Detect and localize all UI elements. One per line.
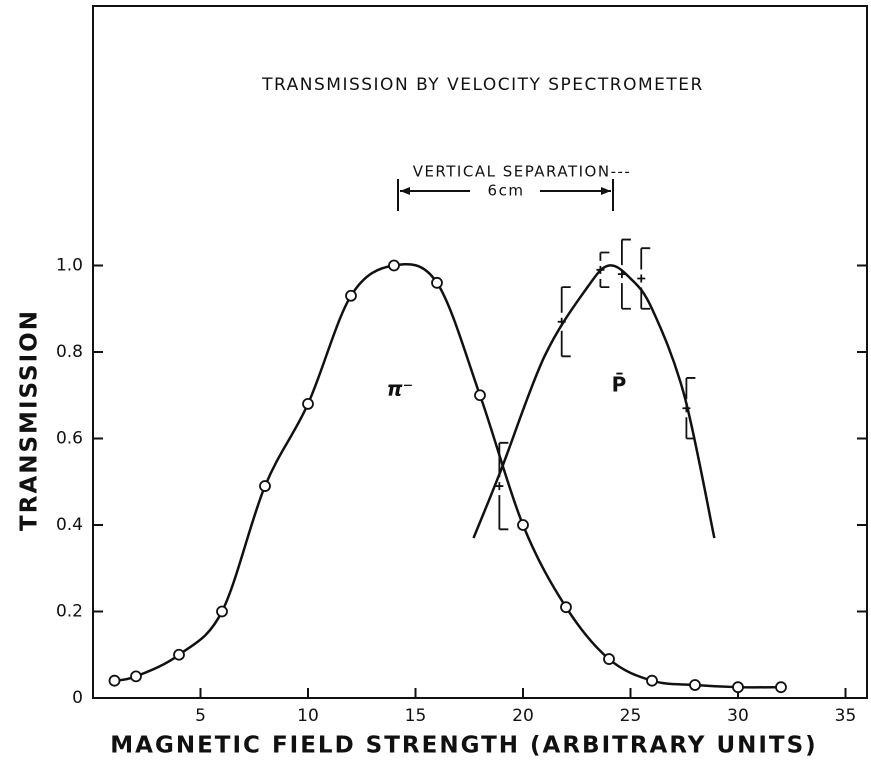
data-point xyxy=(108,674,121,687)
x-tick-label: 15 xyxy=(405,706,427,726)
data-point xyxy=(259,480,271,492)
data-point xyxy=(388,259,400,272)
plot-frame xyxy=(92,5,868,699)
chart-title: TRANSMISSION BY VELOCITY SPECTROMETER xyxy=(261,75,704,95)
y-tick-label: 1.0 xyxy=(56,256,83,276)
x-tick-label: 25 xyxy=(620,706,642,726)
data-point xyxy=(474,389,486,402)
error-bar xyxy=(621,238,631,310)
data-point xyxy=(345,289,357,302)
data-point xyxy=(130,670,142,683)
error-bar xyxy=(599,251,610,289)
data-point xyxy=(646,674,658,687)
y-tick-label: 0.8 xyxy=(56,342,83,362)
x-tick-label: 20 xyxy=(512,706,534,726)
data-point xyxy=(560,601,572,614)
data-point xyxy=(732,681,744,694)
x-tick-label: 5 xyxy=(195,706,206,726)
data-point xyxy=(775,681,787,694)
annotation: π⁻ xyxy=(387,377,413,401)
curve xyxy=(114,262,782,689)
data-point xyxy=(637,274,646,283)
y-tick-label: 0.2 xyxy=(56,602,83,622)
x-tick-label: 30 xyxy=(727,706,749,726)
data-point xyxy=(517,519,529,531)
error-bar xyxy=(498,441,509,531)
x-axis-label: MAGNETIC FIELD STRENGTH (ARBITRARY UNITS… xyxy=(110,733,817,759)
y-axis-label: TRANSMISSION xyxy=(17,309,43,531)
error-bar xyxy=(685,377,696,440)
separation-arrow xyxy=(397,179,614,211)
data-point xyxy=(689,679,701,691)
data-point xyxy=(603,653,615,665)
annotation: P̄ xyxy=(612,373,627,397)
x-tick-label: 35 xyxy=(835,706,857,726)
data-point xyxy=(431,276,443,289)
data-point xyxy=(302,397,314,410)
error-bar xyxy=(640,247,651,310)
y-tick-label: 0 xyxy=(72,688,83,708)
curve xyxy=(472,264,716,539)
error-bar xyxy=(560,286,571,358)
data-point xyxy=(216,605,228,618)
annotation: VERTICAL SEPARATION--- xyxy=(413,163,632,181)
y-tick-label: 0.4 xyxy=(56,515,83,535)
x-tick-label: 10 xyxy=(297,706,319,726)
data-point xyxy=(495,482,504,491)
data-point xyxy=(173,648,185,661)
annotation: 6cm xyxy=(488,182,525,200)
y-tick-label: 0.6 xyxy=(56,429,83,449)
